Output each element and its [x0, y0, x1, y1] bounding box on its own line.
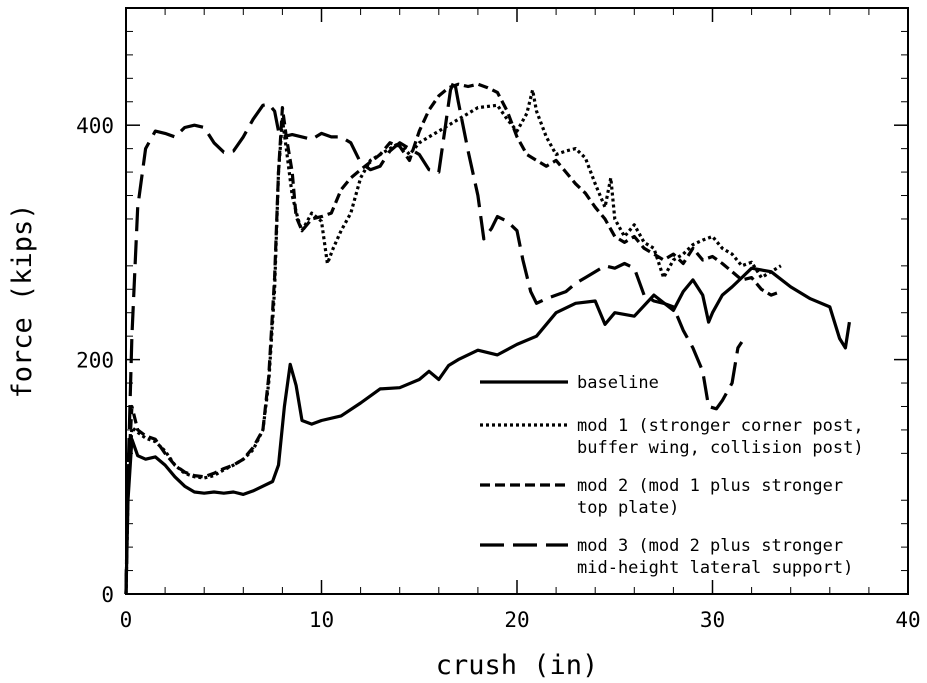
x-tick-label: 0 [120, 608, 133, 632]
legend: baseline mod 1 (stronger corner post,buff… [480, 373, 864, 578]
x-tick-label: 20 [504, 608, 529, 632]
series-line-3 [124, 79, 744, 595]
legend-label-1: buffer wing, collision post) [577, 438, 864, 458]
series-line-0 [124, 266, 851, 595]
plot-frame [125, 7, 909, 595]
legend-label-3: mid-height lateral support) [577, 558, 853, 578]
x-tick-label: 10 [309, 608, 334, 632]
legend-label-1: mod 1 (stronger corner post, [577, 416, 864, 436]
y-tick-label: 200 [76, 349, 114, 373]
legend-label-0: baseline [577, 373, 659, 393]
x-axis-title: crush (in) [436, 650, 599, 681]
axis-ticks [125, 8, 909, 595]
x-tick-label: 40 [895, 608, 920, 632]
series-line-1 [124, 88, 782, 595]
y-tick-label: 400 [76, 114, 114, 138]
legend-label-3: mod 3 (mod 2 plus stronger [577, 536, 843, 556]
legend-label-2: top plate) [577, 498, 679, 518]
series-line-2 [124, 82, 782, 595]
y-tick-label: 0 [101, 583, 114, 607]
legend-label-2: mod 2 (mod 1 plus stronger [577, 476, 843, 496]
y-axis-title: force (kips) [7, 203, 38, 398]
x-tick-label: 30 [700, 608, 725, 632]
series-lines [124, 79, 851, 595]
